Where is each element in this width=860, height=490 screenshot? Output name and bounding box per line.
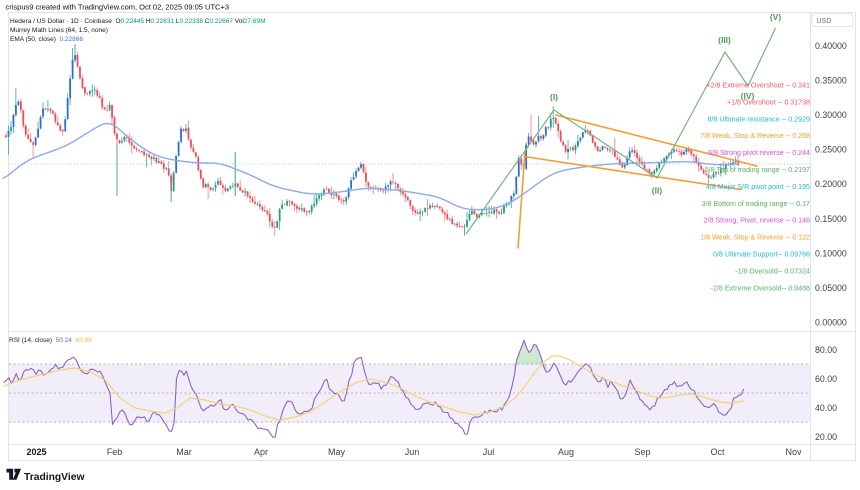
svg-text:EMA (50, close) 0.22866: EMA (50, close) 0.22866 (10, 36, 83, 43)
svg-text:0.25000: 0.25000 (815, 145, 847, 155)
svg-text:TradingView: TradingView (24, 472, 85, 483)
svg-text:0.35000: 0.35000 (815, 75, 847, 85)
svg-text:20.00: 20.00 (815, 432, 837, 442)
svg-text:Apr: Apr (254, 447, 268, 457)
svg-text:2/8 Strong, Pivot, reverse --: 2/8 Strong, Pivot, reverse -- 0.146 (704, 217, 811, 225)
svg-text:0/8 Ultimate Support-- 0.0976: 0/8 Ultimate Support-- 0.09766 (713, 251, 810, 259)
svg-text:RSI (14, close) 50.24 43.99: RSI (14, close) 50.24 43.99 (9, 337, 92, 344)
svg-text:(V): (V) (770, 12, 782, 22)
svg-text:crispus9 created with TradingV: crispus9 created with TradingView.com, O… (6, 3, 230, 12)
svg-text:USD: USD (817, 18, 832, 25)
svg-text:0.40000: 0.40000 (815, 41, 847, 51)
svg-text:0.05000: 0.05000 (815, 283, 847, 293)
svg-text:80.00: 80.00 (815, 345, 837, 355)
svg-text:7/8 Weak, Stop & Reverse -- 0: 7/8 Weak, Stop & Reverse -- 0.268 (700, 132, 810, 140)
svg-text:0.00000: 0.00000 (815, 318, 847, 328)
svg-text:-1/8 Oversold-- 0.07324: -1/8 Oversold-- 0.07324 (735, 267, 810, 275)
svg-text:+2/8 Extreme Overshoot -- 0.3: +2/8 Extreme Overshoot -- 0.341 (706, 82, 810, 90)
svg-text:0.30000: 0.30000 (815, 110, 847, 120)
svg-text:0.15000: 0.15000 (815, 214, 847, 224)
svg-text:3/8 Bottom of trading range --: 3/8 Bottom of trading range -- 0.17 (702, 200, 810, 208)
svg-text:-2/8 Extreme Oversold-- 0.048: -2/8 Extreme Oversold-- 0.0488 (711, 284, 810, 292)
svg-text:May: May (328, 447, 346, 457)
svg-text:0.10000: 0.10000 (815, 248, 847, 258)
svg-text:Oct: Oct (710, 447, 725, 457)
svg-text:Aug: Aug (558, 447, 574, 457)
svg-text:Mar: Mar (176, 447, 192, 457)
svg-text:0.20000: 0.20000 (815, 179, 847, 189)
svg-text:5/8 Top of trading range -- 0: 5/8 Top of trading range -- 0.2197 (705, 166, 810, 174)
svg-text:8/8 Ultimate resistance -- 0.: 8/8 Ultimate resistance -- 0.2929 (707, 115, 810, 123)
svg-text:2025: 2025 (26, 447, 46, 457)
svg-text:(III): (III) (718, 35, 731, 45)
svg-text:Hedera / US Dollar · 1D · Coin: Hedera / US Dollar · 1D · Coinbase O0.22… (10, 18, 266, 25)
svg-text:Jul: Jul (483, 447, 495, 457)
svg-text:Nov: Nov (785, 447, 802, 457)
svg-text:Jun: Jun (405, 447, 420, 457)
svg-text:+1/8 Overshoot -- 0.31738: +1/8 Overshoot -- 0.31738 (727, 98, 810, 106)
svg-text:40.00: 40.00 (815, 403, 837, 413)
svg-text:6/8 Strong pivot reverse -- 0: 6/8 Strong pivot reverse -- 0.244 (708, 149, 810, 157)
svg-text:1/8 Weak, Stop & Reverse -- 0: 1/8 Weak, Stop & Reverse -- 0.122 (700, 234, 810, 242)
svg-text:(IV): (IV) (741, 91, 755, 101)
svg-text:4/8 Major S/R pivot point --: 4/8 Major S/R pivot point -- 0.195 (706, 183, 810, 191)
svg-text:Murrey Math Lines (64, 1.5, no: Murrey Math Lines (64, 1.5, none) (10, 27, 108, 34)
svg-text:(II): (II) (652, 186, 663, 196)
svg-text:Feb: Feb (107, 447, 123, 457)
svg-text:Sep: Sep (634, 447, 650, 457)
svg-text:(I): (I) (550, 92, 558, 102)
svg-text:60.00: 60.00 (815, 374, 837, 384)
